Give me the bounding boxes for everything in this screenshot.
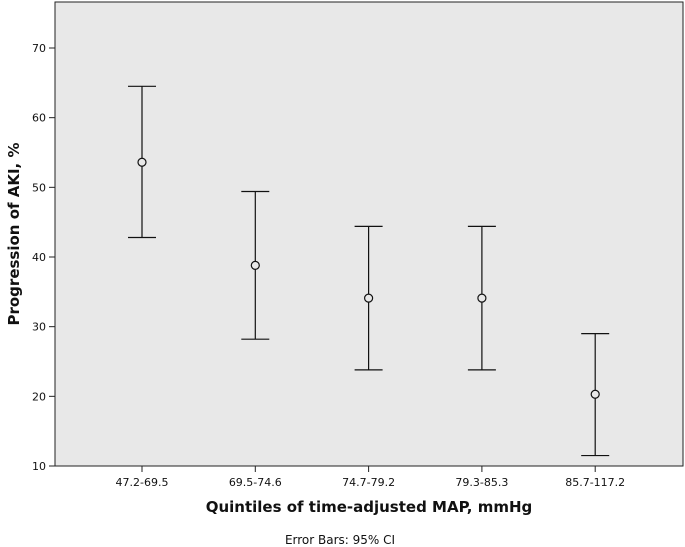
mean-point [137,157,147,167]
y-tick-label: 60 [32,112,46,125]
x-tick-label: 79.3-85.3 [455,476,508,489]
y-tick-label: 20 [32,390,46,403]
mean-point [590,389,600,399]
y-tick-label: 30 [32,321,46,334]
x-tick-label: 69.5-74.6 [229,476,282,489]
mean-point [477,293,487,303]
y-axis-title: Progression of AKI, % [5,142,23,325]
y-tick-label: 50 [32,181,46,194]
x-tick-label: 47.2-69.5 [116,476,169,489]
error-bars-footnote: Error Bars: 95% CI [285,533,395,547]
mean-point [364,293,374,303]
x-axis-title: Quintiles of time-adjusted MAP, mmHg [206,498,533,516]
x-tick-label: 74.7-79.2 [342,476,395,489]
y-tick-label: 10 [32,460,46,473]
y-tick-label: 40 [32,251,46,264]
x-tick-label: 85.7-117.2 [565,476,625,489]
y-axis: 10 20 30 40 50 60 70 [32,42,55,473]
x-axis: 47.2-69.5 69.5-74.6 74.7-79.2 79.3-85.3 85.7… [116,466,625,489]
mean-point [250,260,260,270]
y-tick-label: 70 [32,42,46,55]
error-bars [128,85,610,457]
